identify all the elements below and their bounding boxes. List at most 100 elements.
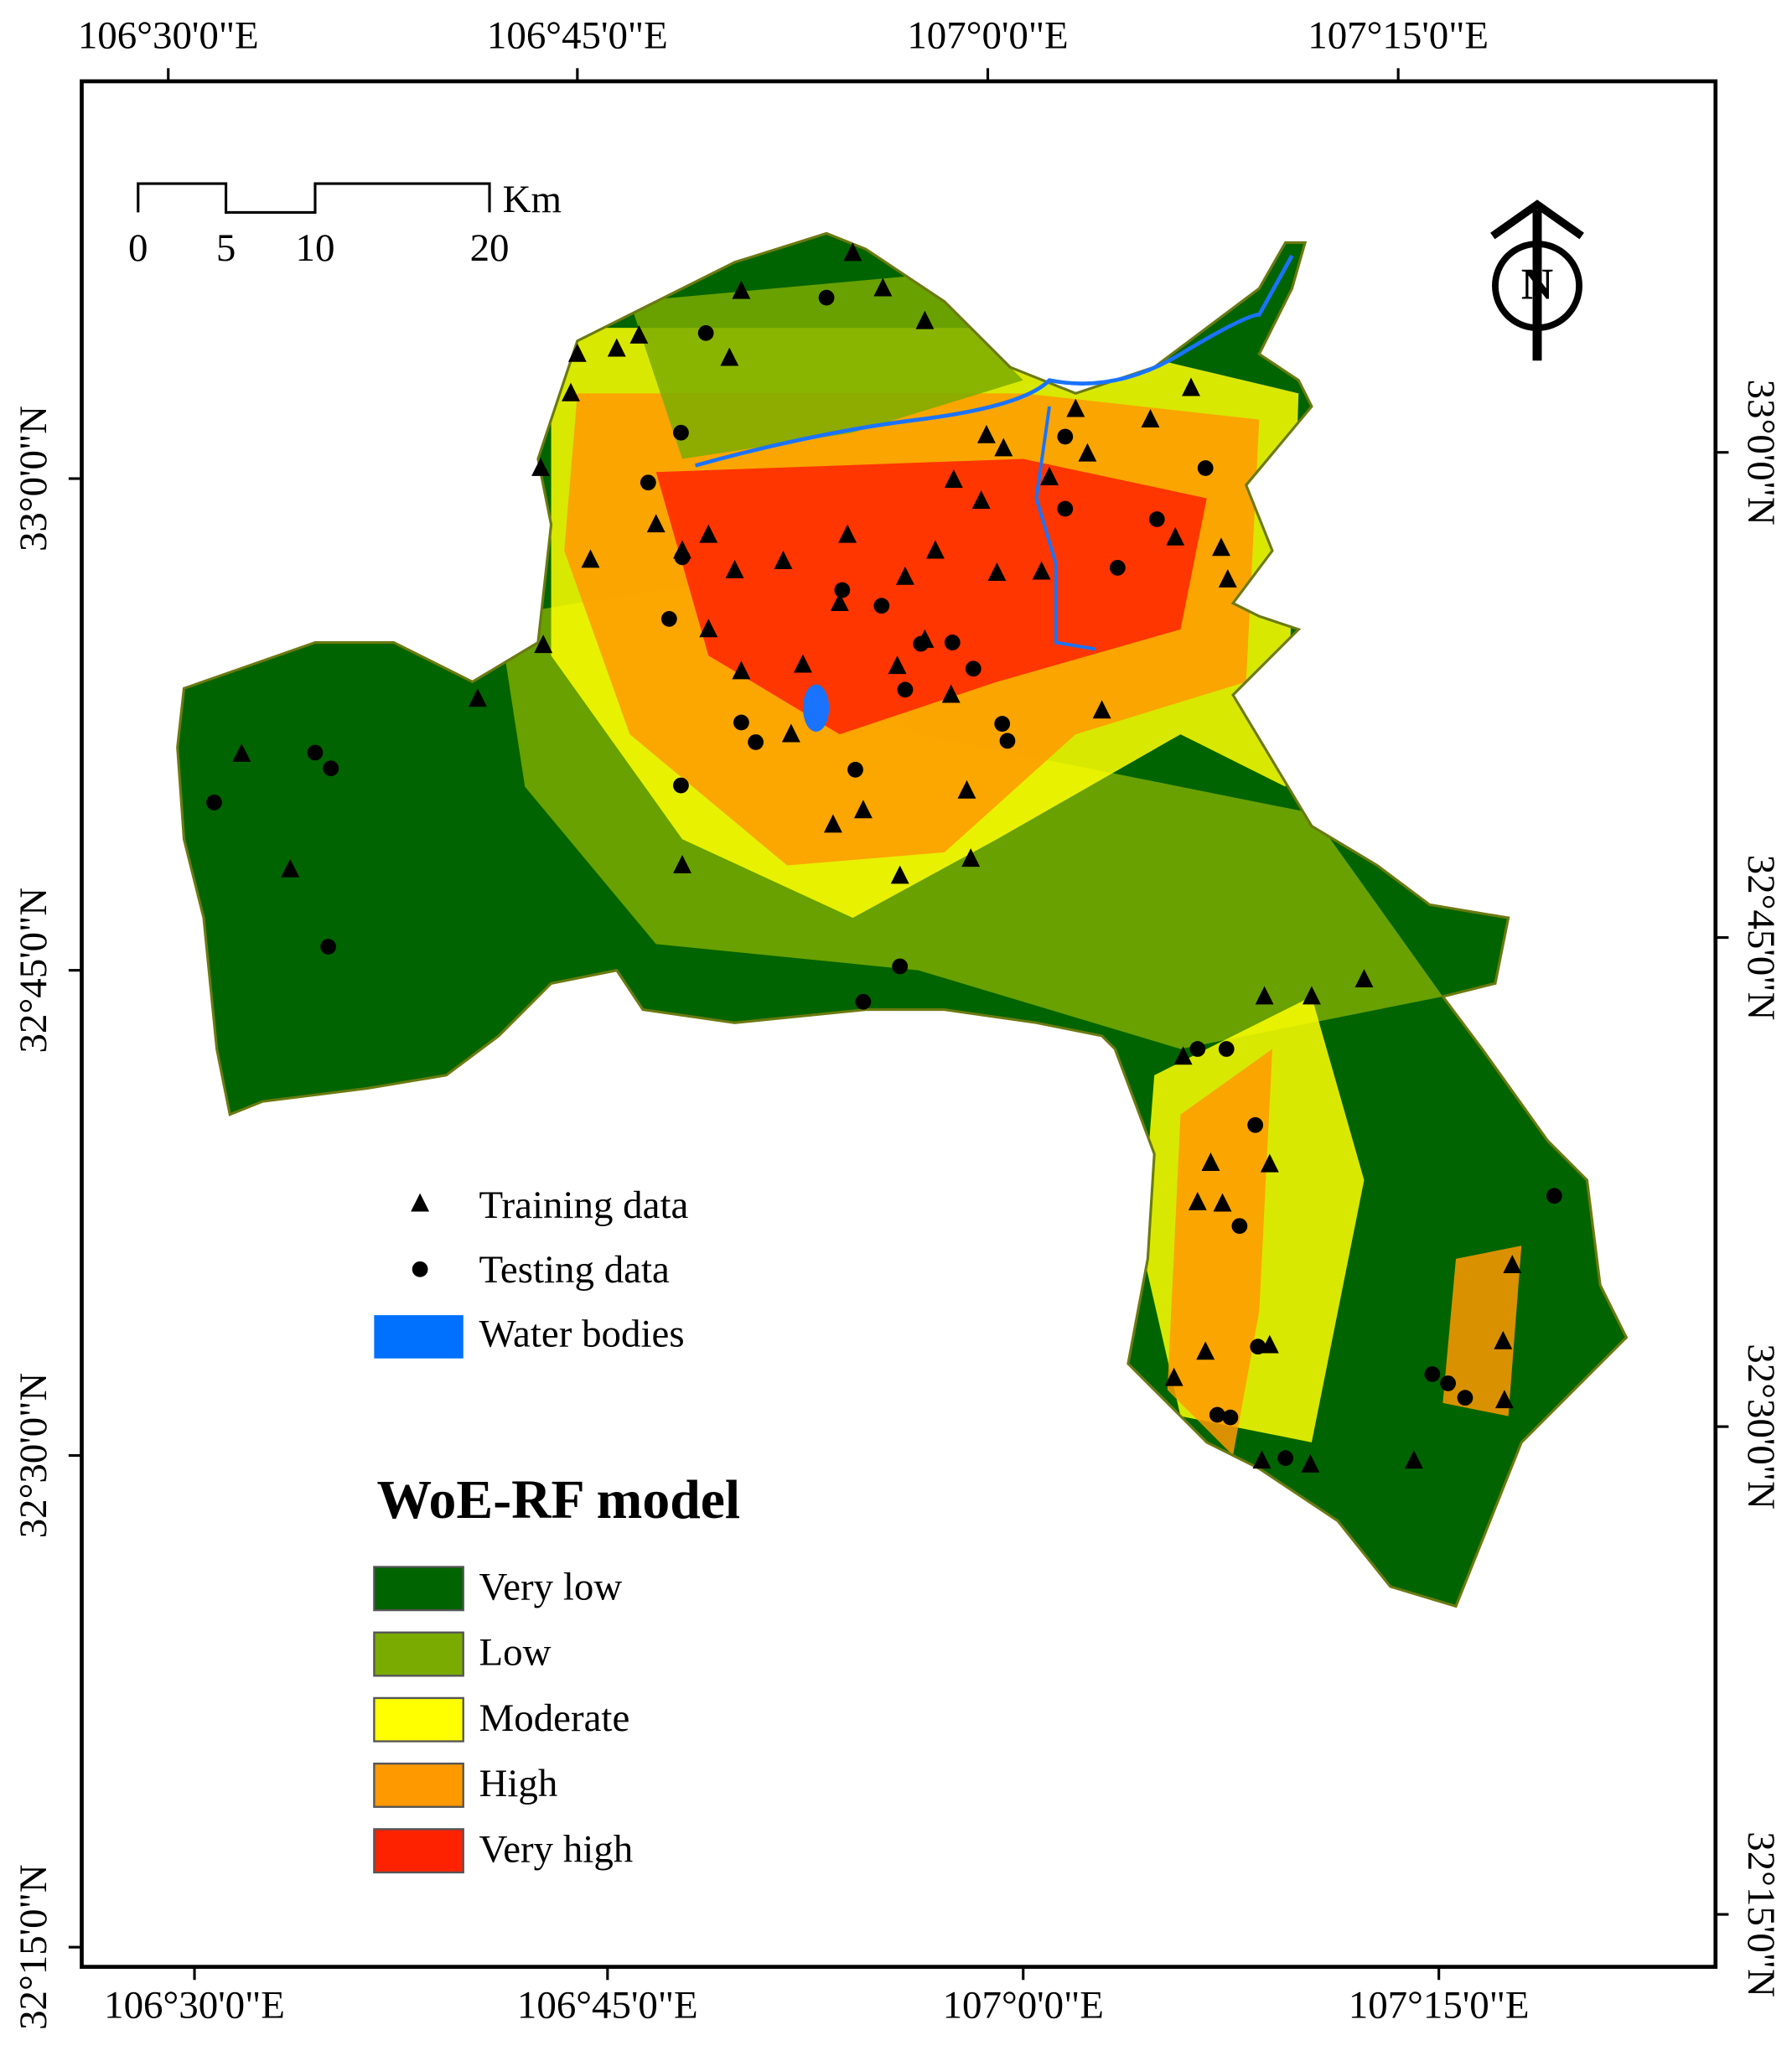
triangle-marker	[853, 800, 873, 819]
circle-marker	[965, 660, 981, 677]
top-lon-label: 106°30'0"E	[78, 14, 259, 58]
triangle-marker	[1196, 1341, 1215, 1360]
triangle-marker	[1494, 1390, 1514, 1409]
triangle-marker	[646, 514, 666, 533]
triangle-marker	[888, 655, 907, 675]
triangle-marker	[411, 1193, 430, 1212]
bottom-lon-label: 107°15'0"E	[1349, 1983, 1530, 2027]
circle-marker	[640, 474, 656, 491]
triangle-marker	[896, 566, 914, 585]
triangle-marker	[1503, 1255, 1522, 1274]
scale-label: 5	[216, 226, 236, 270]
legend-label: Moderate	[479, 1696, 630, 1740]
triangle-marker	[607, 338, 626, 357]
triangle-marker	[944, 469, 963, 488]
scale-bar	[137, 182, 491, 214]
legend-swatch	[373, 1566, 464, 1612]
triangle-marker	[1404, 1450, 1423, 1469]
circle-marker	[673, 424, 689, 441]
triangle-marker	[673, 854, 691, 873]
triangle-marker	[281, 858, 300, 878]
triangle-marker	[1066, 398, 1085, 417]
scale-label: 0	[128, 226, 148, 270]
circle-marker	[999, 733, 1016, 749]
circle-marker	[660, 611, 677, 627]
legend-swatch	[374, 1315, 464, 1359]
triangle-marker	[915, 310, 935, 329]
left-lat-label: 32°45'0"N	[12, 888, 55, 1054]
triangle-marker	[941, 684, 961, 703]
circle-marker	[307, 744, 324, 761]
triangle-marker	[562, 382, 580, 401]
triangle-marker	[531, 457, 550, 476]
triangle-marker	[1201, 1152, 1220, 1172]
triangle-marker	[1040, 466, 1059, 485]
triangle-marker	[732, 660, 751, 680]
circle-marker	[944, 634, 961, 650]
circle-marker	[1546, 1188, 1562, 1204]
triangle-marker	[1164, 1367, 1183, 1386]
triangle-marker	[890, 865, 909, 884]
circle-marker	[1209, 1406, 1225, 1423]
triangle-marker	[567, 343, 587, 362]
bottom-lon-label: 106°45'0"E	[517, 1983, 698, 2027]
circle-marker	[847, 761, 863, 778]
circle-marker	[1148, 511, 1165, 527]
triangle-marker	[957, 779, 976, 799]
circle-marker	[913, 635, 930, 652]
triangle-marker	[1173, 1046, 1193, 1065]
triangle-marker	[1354, 969, 1374, 988]
legend-label: Very high	[479, 1827, 634, 1871]
triangle-marker	[1301, 1453, 1320, 1473]
river	[695, 254, 1294, 468]
legend-label: Testing data	[479, 1248, 671, 1292]
triangle-marker	[732, 280, 751, 299]
right-lat-label: 32°45'0"N	[1739, 855, 1783, 1021]
triangle-marker	[838, 524, 857, 543]
triangle-marker	[1213, 1193, 1232, 1212]
circle-marker	[1277, 1450, 1294, 1467]
scale-unit: Km	[503, 178, 562, 221]
triangle-marker	[976, 424, 996, 443]
legend-label: Training data	[479, 1183, 689, 1227]
circle-marker	[1057, 428, 1074, 445]
triangle-marker	[581, 549, 600, 568]
map-frame	[80, 79, 1718, 1969]
circle-marker	[674, 549, 691, 566]
circle-marker	[1231, 1218, 1248, 1235]
triangle-marker	[830, 593, 849, 612]
circle-marker	[994, 716, 1011, 732]
circle-marker	[834, 582, 851, 598]
triangle-marker	[629, 324, 649, 344]
legend-swatch	[373, 1631, 464, 1677]
triangle-marker	[1252, 1450, 1271, 1469]
circle-marker	[855, 993, 872, 1010]
triangle-marker	[1212, 537, 1230, 557]
scale-label: 20	[470, 226, 510, 270]
triangle-marker	[1141, 409, 1160, 427]
top-lon-label: 107°15'0"E	[1308, 14, 1489, 58]
triangle-marker	[1302, 986, 1321, 1005]
circle-marker	[818, 289, 835, 306]
legend-swatch	[373, 1828, 464, 1874]
triangle-marker	[873, 277, 893, 297]
circle-marker	[1424, 1366, 1441, 1382]
legend-swatch	[373, 1696, 464, 1743]
triangle-marker	[720, 347, 739, 366]
left-lat-label: 32°30'0"N	[12, 1373, 55, 1539]
circle-marker	[1218, 1041, 1235, 1057]
circle-marker	[748, 734, 764, 750]
top-lon-label: 106°45'0"E	[487, 14, 668, 58]
lake	[802, 684, 830, 732]
triangle-marker	[971, 490, 991, 509]
north-arrow: N	[1490, 199, 1584, 361]
circle-marker	[873, 598, 890, 614]
circle-marker	[673, 777, 689, 794]
legend-label: High	[479, 1762, 558, 1805]
right-lat-label: 32°15'0"N	[1739, 1831, 1783, 1997]
triangle-marker	[1188, 1192, 1207, 1210]
right-lat-label: 33°0'0"N	[1739, 380, 1783, 526]
river	[1034, 406, 1096, 651]
triangle-marker	[1078, 443, 1097, 462]
